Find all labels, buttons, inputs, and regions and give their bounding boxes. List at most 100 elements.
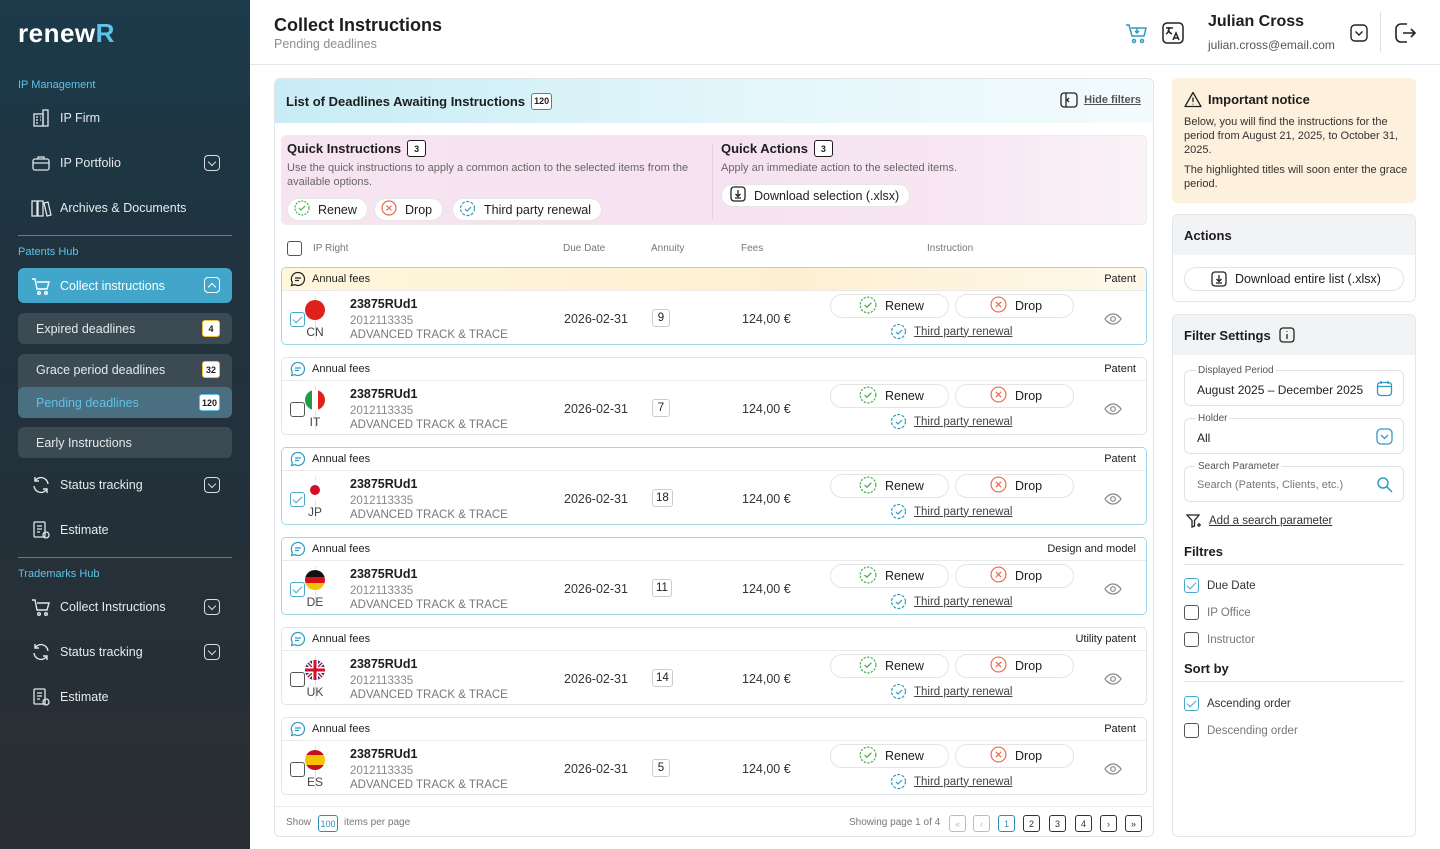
- filter-option[interactable]: IP Office: [1184, 605, 1251, 620]
- row-checkbox[interactable]: [290, 402, 305, 417]
- sidebar-item-archives[interactable]: Archives & Documents: [18, 191, 232, 225]
- sidebar-sub-pending[interactable]: Pending deadlines 120: [18, 387, 232, 418]
- chevron-down-icon[interactable]: [1376, 428, 1393, 445]
- holder-select[interactable]: Holder All: [1184, 413, 1404, 454]
- drop-button[interactable]: Drop: [955, 384, 1074, 408]
- filter-checkbox[interactable]: [1184, 605, 1199, 620]
- add-search-parameter-link[interactable]: Add a search parameter: [1186, 514, 1332, 528]
- chevron-down-icon[interactable]: [1346, 20, 1372, 46]
- table-row[interactable]: Annual fees Patent JP 23875RUd1 20121133…: [281, 447, 1147, 525]
- search-input[interactable]: Search (Patents, Clients, etc.): [1197, 479, 1344, 491]
- select-all-checkbox[interactable]: [287, 241, 302, 256]
- third-party-renewal-link[interactable]: Third party renewal: [890, 593, 1012, 610]
- renew-button[interactable]: Renew: [830, 294, 949, 318]
- renew-button[interactable]: Renew: [830, 384, 949, 408]
- download-list-button[interactable]: Download entire list (.xlsx): [1184, 267, 1404, 291]
- renew-button[interactable]: Renew: [830, 654, 949, 678]
- eye-icon[interactable]: [1104, 670, 1122, 688]
- first-page-icon[interactable]: «: [949, 815, 966, 832]
- drop-button[interactable]: Drop: [955, 564, 1074, 588]
- drop-button[interactable]: Drop: [955, 294, 1074, 318]
- period-field[interactable]: Displayed Period August 2025 – December …: [1184, 365, 1404, 406]
- filter-checkbox[interactable]: [1184, 632, 1199, 647]
- filter-option[interactable]: Due Date: [1184, 578, 1256, 593]
- renew-button[interactable]: Renew: [830, 474, 949, 498]
- translate-icon[interactable]: [1160, 20, 1186, 46]
- sidebar-item-ip-portfolio[interactable]: IP Portfolio: [18, 146, 232, 180]
- per-page-select[interactable]: 100: [318, 815, 338, 832]
- quick-renew-button[interactable]: Renew: [287, 198, 368, 221]
- logo[interactable]: renewR: [18, 18, 115, 48]
- chevron-down-icon[interactable]: [204, 155, 220, 171]
- chevron-down-icon[interactable]: [204, 477, 220, 493]
- sidebar-sub-expired[interactable]: Expired deadlines 4: [18, 313, 232, 344]
- prev-page-icon[interactable]: ‹: [973, 815, 990, 832]
- chevron-up-icon[interactable]: [204, 277, 220, 293]
- drop-button[interactable]: Drop: [955, 654, 1074, 678]
- sort-checkbox[interactable]: [1184, 696, 1199, 711]
- sort-option[interactable]: Ascending order: [1184, 696, 1291, 711]
- sidebar-item-tm-collect[interactable]: Collect Instructions: [18, 590, 232, 624]
- country-code: ES: [306, 775, 323, 789]
- quick-drop-button[interactable]: Drop: [374, 198, 444, 221]
- calendar-icon[interactable]: [1376, 380, 1393, 397]
- sidebar-item-status-tracking[interactable]: Status tracking: [18, 468, 232, 502]
- sidebar-item-ip-firm[interactable]: IP Firm: [18, 101, 232, 135]
- eye-icon[interactable]: [1104, 310, 1122, 328]
- eye-icon[interactable]: [1104, 760, 1122, 778]
- eye-icon[interactable]: [1104, 490, 1122, 508]
- third-party-renewal-link[interactable]: Third party renewal: [890, 683, 1012, 700]
- next-page-icon[interactable]: ›: [1100, 815, 1117, 832]
- sidebar-sub-early[interactable]: Early Instructions: [18, 427, 232, 458]
- notice-text-2: The highlighted titles will soon enter t…: [1184, 164, 1408, 190]
- row-checkbox[interactable]: [290, 762, 305, 777]
- chevron-down-icon[interactable]: [204, 644, 220, 660]
- download-selection-button[interactable]: Download selection (.xlsx): [721, 184, 911, 207]
- renew-button[interactable]: Renew: [830, 744, 949, 768]
- row-checkbox[interactable]: [290, 672, 305, 687]
- last-page-icon[interactable]: »: [1125, 815, 1142, 832]
- sidebar-item-tm-estimate[interactable]: Estimate: [18, 680, 232, 714]
- list-title: List of Deadlines Awaiting Instructions: [286, 93, 526, 109]
- eye-icon[interactable]: [1104, 400, 1122, 418]
- table-row[interactable]: Annual fees Patent IT 23875RUd1 20121133…: [281, 357, 1147, 435]
- table-row[interactable]: Annual fees Patent CN 23875RUd1 20121133…: [281, 267, 1147, 345]
- page-button-1[interactable]: 1: [998, 815, 1015, 832]
- quick-panel: Quick Instructions 3 Use the quick instru…: [281, 135, 1147, 225]
- chevron-down-icon[interactable]: [204, 599, 220, 615]
- eye-icon[interactable]: [1104, 580, 1122, 598]
- page-button-4[interactable]: 4: [1075, 815, 1092, 832]
- table-row[interactable]: Annual fees Utility patent UK 23875RUd1 …: [281, 627, 1147, 705]
- third-party-renewal-link[interactable]: Third party renewal: [890, 323, 1012, 340]
- third-party-renewal-link[interactable]: Third party renewal: [890, 413, 1012, 430]
- sort-checkbox[interactable]: [1184, 723, 1199, 738]
- row-checkbox[interactable]: [290, 312, 305, 327]
- quick-third-party-button[interactable]: Third party renewal: [452, 198, 602, 221]
- sort-option[interactable]: Descending order: [1184, 723, 1298, 738]
- search-field[interactable]: Search Parameter Search (Patents, Client…: [1184, 461, 1404, 502]
- info-icon[interactable]: [1279, 327, 1295, 343]
- logout-icon[interactable]: [1392, 20, 1418, 46]
- sidebar-item-tm-status[interactable]: Status tracking: [18, 635, 232, 669]
- page-button-3[interactable]: 3: [1049, 815, 1066, 832]
- cart-icon[interactable]: [1124, 20, 1150, 46]
- renew-button[interactable]: Renew: [830, 564, 949, 588]
- page-button-2[interactable]: 2: [1023, 815, 1040, 832]
- search-icon[interactable]: [1376, 476, 1393, 493]
- drop-button[interactable]: Drop: [955, 474, 1074, 498]
- section-patents-hub: Patents Hub: [18, 246, 79, 258]
- ip-right-title: ADVANCED TRACK & TRACE: [350, 779, 508, 791]
- row-checkbox[interactable]: [290, 582, 305, 597]
- drop-button[interactable]: Drop: [955, 744, 1074, 768]
- sidebar-sub-grace[interactable]: Grace period deadlines 32: [18, 354, 232, 385]
- row-checkbox[interactable]: [290, 492, 305, 507]
- sidebar-item-collect-instructions[interactable]: Collect instructions: [18, 268, 232, 303]
- filter-checkbox[interactable]: [1184, 578, 1199, 593]
- third-party-renewal-link[interactable]: Third party renewal: [890, 773, 1012, 790]
- third-party-renewal-link[interactable]: Third party renewal: [890, 503, 1012, 520]
- table-row[interactable]: Annual fees Design and model DE 23875RUd…: [281, 537, 1147, 615]
- sidebar-item-estimate[interactable]: Estimate: [18, 513, 232, 547]
- hide-filters-link[interactable]: Hide filters: [1060, 92, 1141, 108]
- table-row[interactable]: Annual fees Patent ES 23875RUd1 20121133…: [281, 717, 1147, 795]
- filter-option[interactable]: Instructor: [1184, 632, 1255, 647]
